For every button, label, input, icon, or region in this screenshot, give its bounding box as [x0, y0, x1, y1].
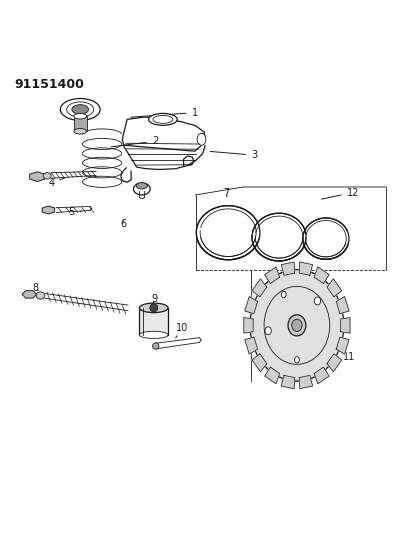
Polygon shape [30, 172, 45, 181]
Text: 12: 12 [322, 188, 359, 199]
Text: 5: 5 [68, 207, 81, 217]
Text: 7: 7 [223, 188, 229, 198]
Text: 6: 6 [120, 220, 126, 229]
Polygon shape [341, 318, 350, 333]
Circle shape [150, 304, 158, 312]
Polygon shape [252, 354, 267, 372]
Polygon shape [245, 337, 258, 354]
Ellipse shape [153, 116, 173, 123]
Ellipse shape [140, 303, 168, 313]
Text: 2: 2 [111, 136, 158, 147]
Ellipse shape [36, 292, 45, 299]
Text: 1: 1 [131, 108, 198, 118]
Polygon shape [314, 367, 329, 384]
Polygon shape [336, 337, 349, 354]
Text: 9: 9 [152, 294, 158, 304]
Polygon shape [245, 296, 258, 313]
Ellipse shape [140, 332, 168, 338]
Ellipse shape [250, 270, 344, 381]
Polygon shape [265, 267, 280, 284]
Text: 3: 3 [210, 150, 257, 160]
Bar [251, 302, 330, 349]
Ellipse shape [197, 133, 206, 145]
Ellipse shape [314, 297, 321, 305]
Ellipse shape [294, 357, 299, 363]
Polygon shape [336, 296, 349, 313]
Text: 10: 10 [176, 323, 188, 338]
Polygon shape [265, 367, 280, 384]
Bar [74, 116, 87, 131]
Ellipse shape [74, 114, 87, 119]
Ellipse shape [281, 292, 286, 298]
Text: 4: 4 [48, 177, 66, 188]
Ellipse shape [265, 327, 271, 335]
Ellipse shape [148, 114, 177, 125]
Text: 11: 11 [330, 351, 355, 362]
Bar [140, 308, 168, 335]
Polygon shape [22, 290, 36, 298]
Ellipse shape [152, 343, 159, 349]
Ellipse shape [72, 104, 89, 114]
Polygon shape [327, 354, 342, 372]
Ellipse shape [74, 128, 87, 134]
Ellipse shape [292, 319, 302, 332]
Text: 8: 8 [32, 284, 39, 293]
Polygon shape [281, 262, 294, 276]
Polygon shape [122, 117, 205, 157]
Ellipse shape [288, 315, 306, 336]
Polygon shape [299, 375, 312, 389]
Polygon shape [327, 279, 342, 297]
Polygon shape [281, 375, 294, 389]
Ellipse shape [43, 173, 51, 179]
Polygon shape [299, 262, 312, 276]
Polygon shape [42, 206, 55, 214]
Ellipse shape [322, 302, 338, 349]
Polygon shape [123, 145, 205, 170]
Polygon shape [252, 279, 267, 297]
Text: 91151400: 91151400 [15, 78, 85, 91]
Polygon shape [244, 318, 253, 333]
Ellipse shape [136, 183, 147, 189]
Polygon shape [314, 267, 329, 284]
Ellipse shape [264, 286, 330, 365]
